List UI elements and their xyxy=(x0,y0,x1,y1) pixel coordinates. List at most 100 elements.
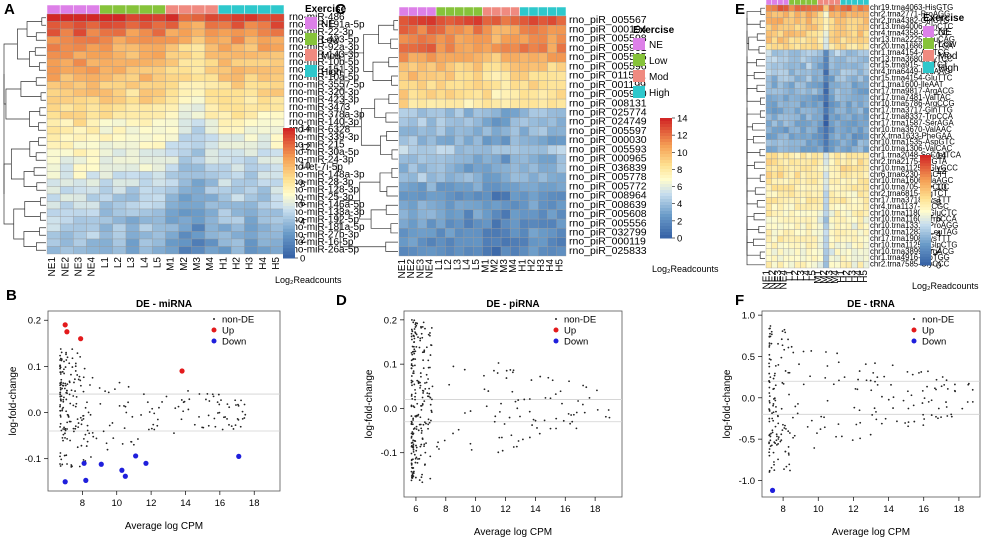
heatmap-cell xyxy=(828,75,835,83)
colorbar-tick-label: 2 xyxy=(677,216,682,227)
non-de-point xyxy=(414,323,417,326)
heatmap-cell xyxy=(547,209,557,220)
dendrogram-branch xyxy=(388,57,398,68)
heatmap-cell xyxy=(417,61,428,72)
heatmap-cell xyxy=(800,210,807,217)
non-de-point xyxy=(414,331,416,334)
heatmap-cell xyxy=(765,216,772,224)
heatmap-cell xyxy=(426,228,437,238)
heatmap-cell xyxy=(794,133,801,140)
non-de-point xyxy=(147,428,150,431)
heatmap-cell xyxy=(851,248,858,256)
heatmap-cell xyxy=(73,13,87,22)
heatmap-cell xyxy=(125,178,140,187)
non-de-point xyxy=(774,384,777,387)
heatmap-cell xyxy=(463,98,474,109)
non-de-point xyxy=(105,442,108,445)
annotation-cell xyxy=(556,6,567,17)
panel-label: B xyxy=(6,287,17,304)
non-de-point xyxy=(412,419,415,421)
heatmap-cell xyxy=(398,126,409,137)
non-de-point xyxy=(173,432,175,435)
heatmap-cell xyxy=(244,58,258,67)
heatmap-cell xyxy=(788,171,795,179)
row-label: rno-miR-191a-5p xyxy=(289,19,365,30)
non-de-point xyxy=(858,370,861,372)
up-point xyxy=(179,368,185,374)
heatmap-cell xyxy=(834,216,841,224)
non-de-point xyxy=(423,464,426,466)
heatmap-cell xyxy=(500,98,511,109)
heatmap-cell xyxy=(788,235,795,243)
dendrogram-branch xyxy=(29,141,39,157)
heatmap-cell xyxy=(454,163,465,174)
heatmap-cell xyxy=(99,13,114,22)
heatmap-cell xyxy=(811,222,818,230)
non-de-point xyxy=(487,390,490,392)
heatmap-cell xyxy=(86,193,100,202)
heatmap-cell xyxy=(112,156,127,165)
heatmap-cell xyxy=(771,133,778,140)
heatmap-cell xyxy=(823,216,830,224)
heatmap-cell xyxy=(851,101,858,108)
non-de-point xyxy=(912,404,915,407)
heatmap-cell xyxy=(556,145,567,155)
legend-label: Low xyxy=(938,39,957,50)
heatmap-cell xyxy=(537,163,548,174)
heatmap-cell xyxy=(112,246,127,255)
heatmap-cell xyxy=(125,51,140,60)
non-de-point xyxy=(414,389,416,391)
non-de-point xyxy=(424,382,426,384)
heatmap-cell xyxy=(138,141,153,150)
heatmap-cell xyxy=(165,231,179,240)
heatmap-cell xyxy=(138,238,153,247)
heatmap-cell xyxy=(231,13,245,22)
heatmap-cell xyxy=(231,178,245,187)
heatmap-cell xyxy=(817,210,824,217)
row-label: rno-miR-215 xyxy=(289,139,345,150)
heatmap-cell xyxy=(777,43,784,51)
heatmap-cell xyxy=(519,145,530,155)
heatmap-cell xyxy=(547,228,557,238)
non-de-point xyxy=(422,359,425,362)
heatmap-cell xyxy=(851,178,858,185)
annotation-cell xyxy=(771,0,778,6)
heatmap-cell xyxy=(817,165,824,172)
heatmap-cell xyxy=(519,181,530,192)
heatmap-cell xyxy=(811,184,818,192)
dendrogram-branch xyxy=(380,135,392,155)
non-de-point xyxy=(769,445,772,448)
column-label: H4 xyxy=(545,259,556,272)
heatmap-cell xyxy=(125,96,140,105)
heatmap-cell xyxy=(231,51,245,60)
heatmap-cell xyxy=(765,197,772,205)
heatmap-cell xyxy=(463,15,474,26)
colorbar-segment xyxy=(920,193,931,197)
column-label: L4 xyxy=(139,257,150,269)
non-de-point xyxy=(419,337,422,340)
row-label: chr10.trna1306-ValCAC xyxy=(870,144,953,153)
heatmap-cell xyxy=(811,139,818,147)
heatmap-cell xyxy=(840,120,847,128)
heatmap-cell xyxy=(491,61,502,72)
non-de-point xyxy=(410,393,413,396)
heatmap-cell xyxy=(851,113,858,121)
heatmap-cell xyxy=(270,186,285,195)
heatmap-cell xyxy=(59,126,74,135)
heatmap-cell xyxy=(817,56,824,63)
heatmap-cell xyxy=(204,66,219,75)
non-de-point xyxy=(421,481,424,484)
non-de-point xyxy=(413,470,415,473)
colorbar-segment xyxy=(283,154,295,158)
heatmap-cell xyxy=(528,135,539,146)
heatmap-cell xyxy=(217,186,232,195)
non-de-point xyxy=(784,370,787,372)
heatmap-cell xyxy=(823,171,830,179)
panel-label: A xyxy=(4,1,15,18)
heatmap-cell xyxy=(59,216,74,225)
heatmap-cell xyxy=(191,103,206,112)
heatmap-cell xyxy=(86,216,100,225)
non-de-point xyxy=(413,348,416,351)
colorbar-tick-label: 6 xyxy=(300,198,305,209)
non-de-point xyxy=(88,432,91,435)
